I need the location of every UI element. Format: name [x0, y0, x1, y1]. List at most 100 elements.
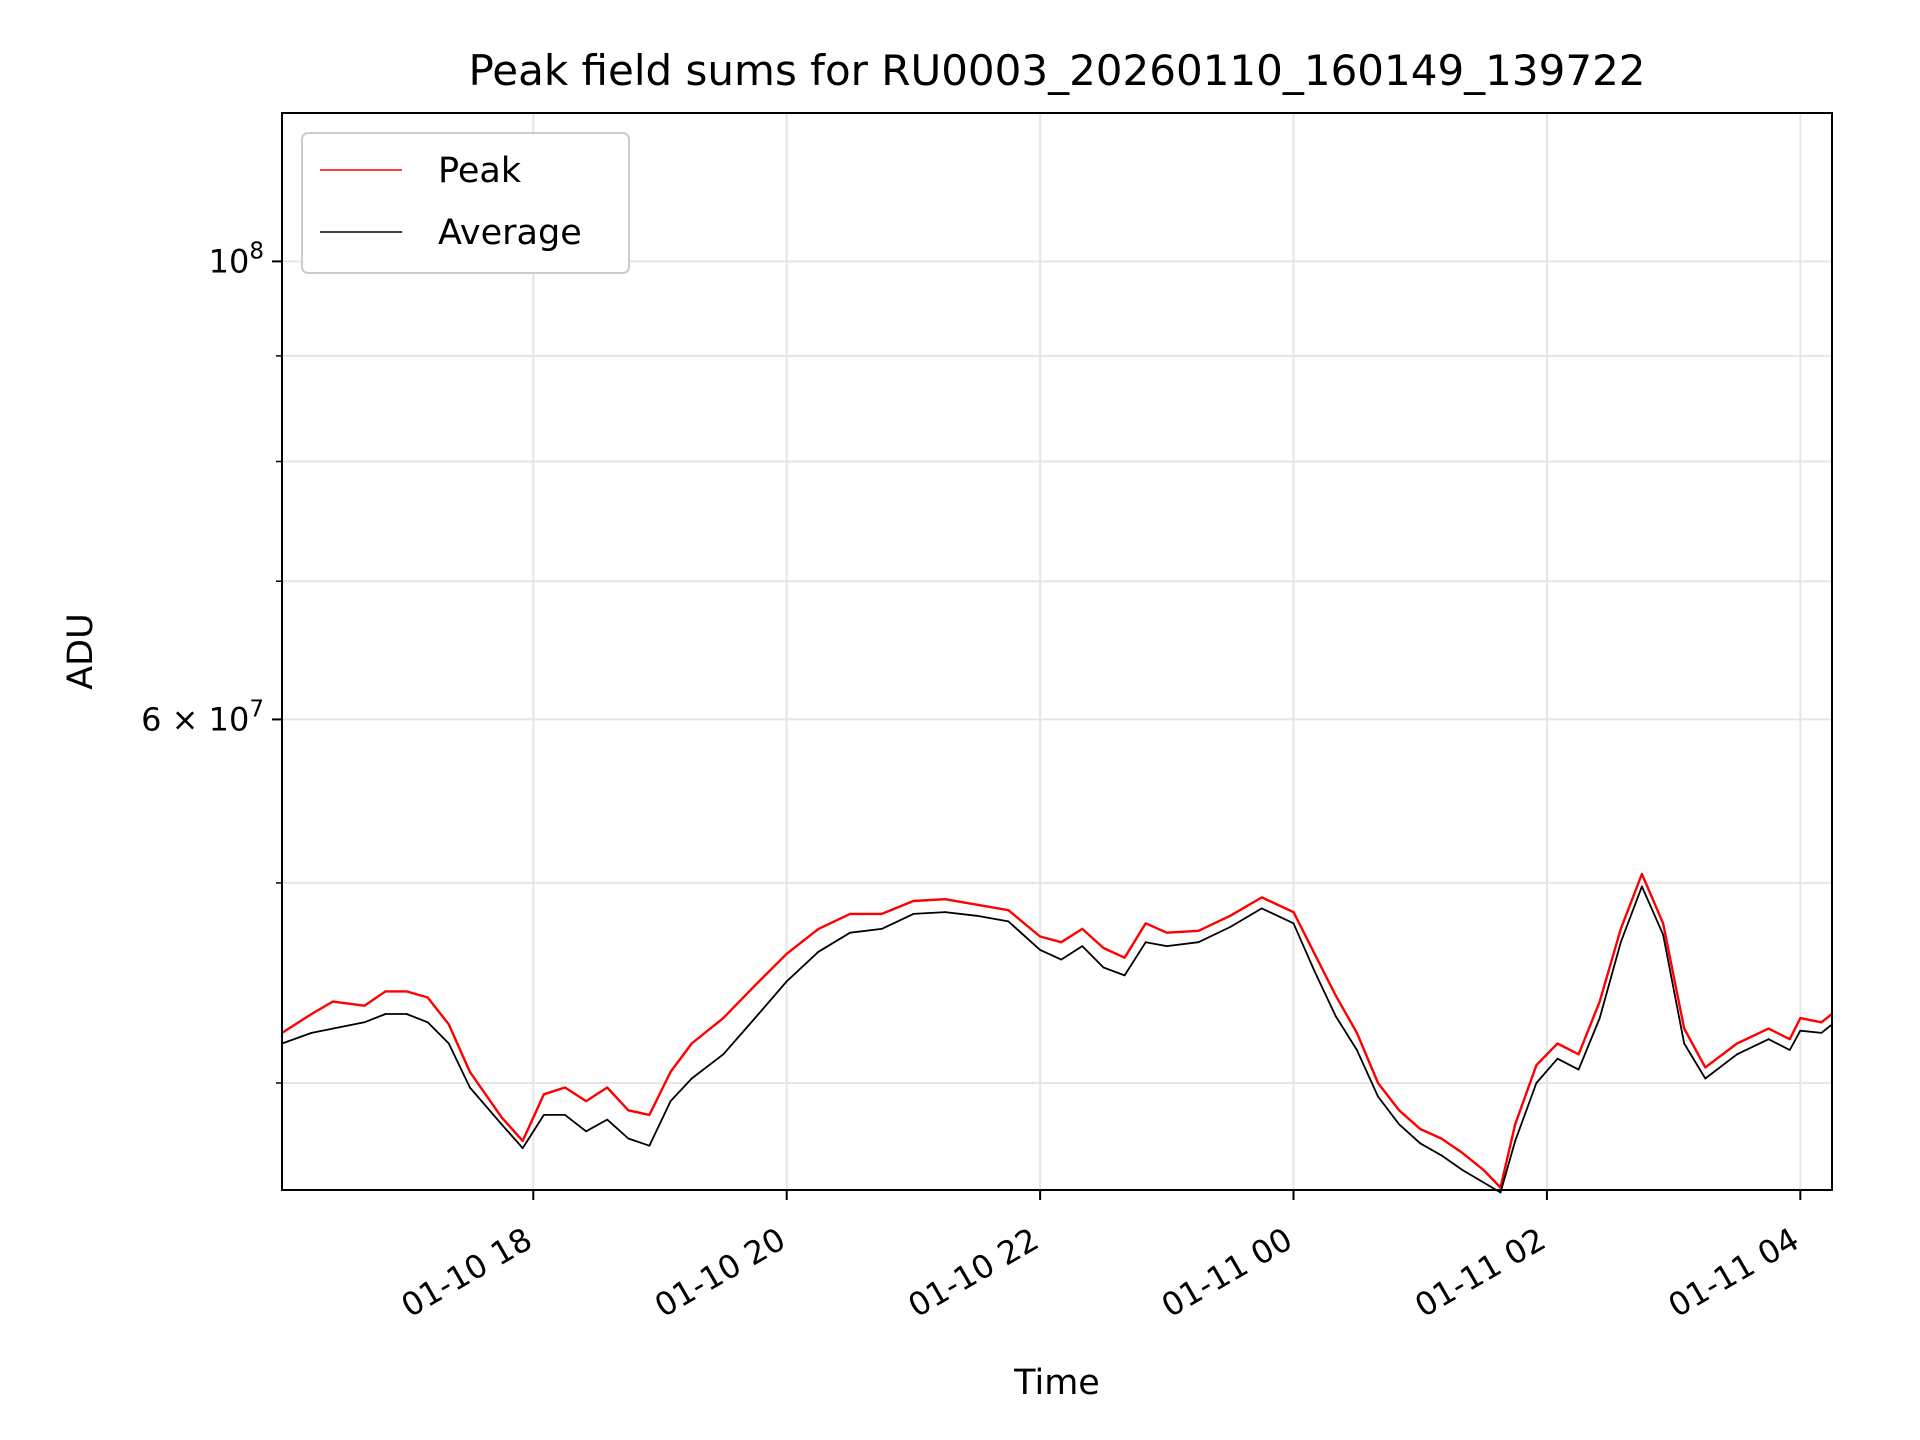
data-point-average — [1081, 945, 1084, 947]
data-point-average — [1292, 922, 1295, 925]
data-point-average — [606, 1118, 609, 1121]
data-point-peak — [1598, 1000, 1601, 1003]
data-point-average — [1499, 1191, 1502, 1194]
data-point-average — [1398, 1123, 1400, 1126]
data-point-average — [331, 1027, 334, 1030]
data-point-average — [1260, 907, 1263, 910]
data-point-peak — [1683, 1027, 1686, 1030]
data-point-average — [585, 1130, 587, 1133]
data-point-peak — [1081, 928, 1084, 930]
data-point-peak — [543, 1093, 545, 1096]
data-point-peak — [331, 1000, 334, 1003]
data-point-average — [849, 931, 851, 934]
data-point-average — [1144, 941, 1147, 944]
series-line-peak — [281, 872, 1833, 1189]
data-point-average — [1577, 1068, 1580, 1071]
data-point-average — [1662, 933, 1664, 936]
data-point-average — [1377, 1095, 1379, 1098]
legend: Peak Average — [301, 132, 630, 274]
data-point-peak — [585, 1100, 587, 1102]
data-point-peak — [944, 898, 946, 901]
data-point-peak — [1767, 1027, 1770, 1030]
x-axis-title: Time — [1013, 1363, 1100, 1403]
chart-title: Peak field sums for RU0003_20260110_1601… — [468, 46, 1645, 95]
data-point-average — [785, 980, 788, 983]
data-point-average — [975, 914, 978, 917]
data-point-peak — [363, 1004, 366, 1007]
data-point-average — [1440, 1154, 1443, 1157]
data-point-peak — [817, 928, 820, 930]
data-point-average — [447, 1042, 450, 1045]
data-point-average — [627, 1137, 630, 1140]
data-point-average — [1619, 941, 1622, 944]
data-point-average — [1123, 974, 1126, 977]
data-point-average — [1820, 1032, 1823, 1034]
data-point-peak — [1102, 947, 1105, 949]
data-point-peak — [1229, 914, 1232, 917]
data-point-average — [817, 950, 820, 953]
data-point-average — [754, 1017, 756, 1019]
data-point-peak — [912, 900, 915, 902]
data-point-average — [521, 1147, 524, 1149]
data-point-average — [1356, 1049, 1358, 1051]
grid — [282, 113, 1832, 1190]
y-tick-label: 108 — [209, 238, 264, 280]
legend-label-average: Average — [438, 213, 582, 253]
data-point-peak — [606, 1086, 609, 1089]
data-point-average — [426, 1021, 429, 1024]
data-point-peak — [1820, 1021, 1823, 1024]
data-point-average — [1535, 1082, 1538, 1084]
data-point-average — [1683, 1042, 1686, 1045]
data-point-peak — [754, 984, 756, 987]
data-point-average — [1461, 1169, 1464, 1171]
series-line-average — [281, 885, 1833, 1194]
data-point-average — [1007, 920, 1010, 923]
data-point-peak — [1641, 873, 1643, 875]
data-point-average — [944, 911, 946, 913]
data-point-peak — [785, 952, 788, 955]
legend-label-peak: Peak — [438, 151, 522, 191]
data-point-peak — [1788, 1038, 1791, 1041]
data-point-average — [1598, 1017, 1601, 1019]
data-point-average — [1419, 1142, 1422, 1145]
legend-box — [301, 132, 630, 274]
data-point-average — [1334, 1015, 1337, 1017]
data-point-average — [1556, 1057, 1559, 1060]
data-point-peak — [1535, 1064, 1538, 1067]
data-point-peak — [1736, 1042, 1738, 1045]
data-point-peak — [1799, 1017, 1802, 1019]
data-point-average — [1313, 970, 1316, 973]
series-layer — [281, 872, 1833, 1194]
data-point-peak — [1514, 1123, 1517, 1126]
data-point-average — [310, 1032, 313, 1034]
data-point-peak — [1398, 1109, 1400, 1112]
data-point-peak — [1662, 922, 1664, 925]
data-point-average — [500, 1123, 503, 1126]
data-point-peak — [880, 913, 883, 915]
data-point-peak — [447, 1023, 450, 1026]
data-point-peak — [500, 1116, 503, 1119]
data-point-peak — [648, 1114, 651, 1116]
data-point-peak — [1482, 1169, 1485, 1171]
data-point-average — [543, 1114, 545, 1116]
data-point-peak — [1440, 1137, 1443, 1140]
data-point-average — [1788, 1049, 1791, 1051]
data-point-peak — [564, 1086, 566, 1089]
data-point-average — [405, 1013, 408, 1015]
data-point-average — [564, 1114, 566, 1116]
data-point-average — [1641, 885, 1643, 888]
data-point-average — [1704, 1077, 1707, 1080]
data-point-average — [690, 1077, 693, 1080]
data-point-peak — [1165, 931, 1168, 934]
data-point-peak — [1556, 1042, 1559, 1045]
data-point-peak — [1704, 1066, 1707, 1069]
data-point-peak — [1334, 994, 1337, 997]
data-point-peak — [310, 1013, 313, 1015]
data-point-average — [469, 1086, 471, 1089]
data-point-average — [1060, 958, 1063, 961]
data-point-peak — [1419, 1128, 1422, 1130]
data-point-peak — [1123, 956, 1126, 959]
data-point-peak — [849, 913, 851, 915]
data-point-peak — [1356, 1032, 1358, 1034]
